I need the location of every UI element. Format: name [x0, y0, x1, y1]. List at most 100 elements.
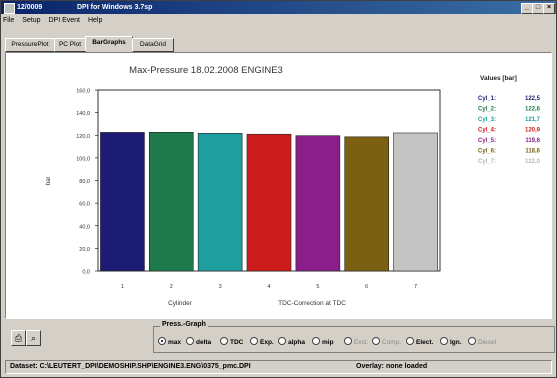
tab-data-grid[interactable]: DataGrid — [132, 38, 174, 52]
x-tick-label: 7 — [414, 284, 417, 290]
app-icon — [4, 3, 15, 14]
legend-name-cyl-4: Cyl_4: — [478, 128, 496, 134]
legend-name-cyl-6: Cyl_6: — [478, 149, 496, 155]
radio-circle — [158, 337, 166, 346]
menu-bar: File Setup DPI Event Help — [3, 16, 108, 26]
y-tick-label: 140,0 — [76, 111, 90, 117]
radio-label: alpha — [288, 339, 305, 346]
legend-value-cyl-7: 122,0 — [525, 159, 541, 165]
dataset-status: Dataset: C:\LEUTERT_DPI\DEMOSHIP.SHP\ENG… — [10, 361, 251, 373]
radio-label: mip — [322, 339, 334, 346]
radio-label: delta — [196, 339, 212, 346]
radio-option-delta[interactable]: delta — [186, 337, 212, 348]
radio-option-mip[interactable]: mip — [312, 337, 334, 348]
radio-label: Elect. — [416, 339, 434, 346]
print-button[interactable]: ⎙ — [11, 330, 26, 346]
radio-label: max — [168, 339, 182, 346]
radio-option-max[interactable]: max — [158, 337, 182, 348]
menu-dpi-event[interactable]: DPI Event — [48, 17, 80, 24]
y-tick-label: 120,0 — [76, 134, 90, 140]
y-tick-label: 80,0 — [79, 179, 90, 185]
radio-option-tdc[interactable]: TDC — [220, 337, 244, 348]
legend-value-cyl-1: 122,5 — [525, 96, 541, 102]
bar-cyl-7 — [393, 132, 438, 272]
overlay-status: Overlay: none loaded — [356, 361, 427, 373]
radio-option-exp[interactable]: Exp. — [250, 337, 274, 348]
x-tick-label: 5 — [316, 284, 319, 290]
bar-cyl-5 — [295, 135, 341, 272]
chart-title: Max-Pressure 18.02.2008 ENGINE3 — [129, 65, 283, 76]
chart-panel: Max-Pressure 18.02.2008 ENGINE3 0,0 20,0 40… — [5, 52, 552, 319]
y-tick-label: 20,0 — [79, 247, 90, 253]
menu-help[interactable]: Help — [87, 17, 103, 24]
bar-cyl-1 — [100, 132, 145, 272]
radio-option-excl: Excl. — [344, 337, 369, 348]
control-area: ⎙ ⌕ Press.-Graph max delta TDC Exp. alpha mip… — [5, 320, 555, 356]
radio-circle — [372, 337, 380, 346]
legend-name-cyl-7: Cyl_7: — [478, 159, 496, 165]
legend-value-cyl-4: 120,9 — [525, 128, 541, 134]
close-button[interactable]: × — [543, 3, 555, 14]
radio-circle — [440, 337, 448, 346]
window-title: DPI for Windows 3.7sp — [77, 4, 153, 11]
menu-setup[interactable]: Setup — [22, 17, 41, 24]
radio-option-comp: Comp. — [372, 337, 402, 348]
legend-value-cyl-2: 122,6 — [525, 107, 541, 113]
legend-name-cyl-1: Cyl_1: — [478, 96, 496, 102]
legend-name-cyl-3: Cyl_3: — [478, 117, 496, 123]
radio-circle — [250, 337, 258, 346]
radio-option-elect[interactable]: Elect. — [406, 337, 434, 348]
y-tick-label: 40,0 — [79, 224, 90, 230]
overlay-label: Overlay: — [356, 363, 385, 370]
press-graph-group: Press.-Graph max delta TDC Exp. alpha mip Excl… — [153, 321, 555, 353]
status-bar: Dataset: C:\LEUTERT_DPI\DEMOSHIP.SHP\ENG… — [5, 360, 552, 374]
radio-option-alpha[interactable]: alpha — [278, 337, 305, 348]
legend-name-cyl-5: Cyl_5: — [478, 138, 496, 144]
zoom-button[interactable]: ⌕ — [26, 330, 41, 346]
legend-value-cyl-6: 118,6 — [525, 149, 540, 155]
legend-value-cyl-3: 121,7 — [525, 117, 541, 123]
radio-circle — [468, 337, 476, 346]
y-tick-label: 60,0 — [79, 202, 90, 208]
radio-label: Diesel — [478, 339, 497, 346]
radio-option-diesel: Diesel — [468, 337, 497, 348]
overlay-value: none loaded — [385, 363, 428, 370]
press-graph-label: Press.-Graph — [160, 321, 208, 328]
radio-circle — [312, 337, 320, 346]
printer-icon: ⎙ — [14, 333, 23, 343]
radio-label: Excl. — [354, 339, 369, 346]
dataset-path: C:\LEUTERT_DPI\DEMOSHIP.SHP\ENGINE3.ENG\… — [39, 363, 251, 370]
y-tick-label: 160,0 — [76, 89, 90, 95]
radio-label: Comp. — [382, 339, 402, 346]
window-title-id: 12/0009 — [17, 4, 43, 11]
bar-chart: Max-Pressure 18.02.2008 ENGINE3 0,0 20,0 40… — [46, 65, 541, 307]
radio-circle — [220, 337, 228, 346]
radio-option-ign[interactable]: Ign. — [440, 337, 462, 348]
x-tick-label: 6 — [365, 284, 368, 290]
legend-name-cyl-2: Cyl_2: — [478, 107, 496, 113]
x-tick-label: 1 — [121, 284, 124, 290]
radio-label: TDC — [230, 339, 244, 346]
radio-circle — [406, 337, 414, 346]
radio-label: Exp. — [260, 339, 274, 346]
radio-label: Ign. — [450, 339, 462, 346]
dataset-label: Dataset: — [10, 363, 38, 370]
legend-title: Values [bar] — [480, 75, 517, 82]
y-tick-label: 100,0 — [76, 156, 90, 162]
legend-value-cyl-5: 119,6 — [525, 138, 540, 144]
zoom-icon: ⌕ — [30, 333, 37, 343]
bar-cyl-4 — [246, 133, 292, 272]
menu-file[interactable]: File — [3, 17, 15, 24]
tab-pressure-plot[interactable]: PressurePlot — [5, 38, 55, 52]
bar-cyl-2 — [148, 132, 194, 272]
tab-bar-graphs[interactable]: BarGraphs — [85, 36, 133, 51]
bar-cyl-6 — [344, 136, 390, 272]
tdc-correction-note: TDC-Correction at TDC — [278, 300, 346, 307]
radio-circle — [278, 337, 286, 346]
x-axis-label: Cylinder — [168, 300, 193, 307]
y-tick-label: 0,0 — [82, 270, 90, 276]
title-bar: 12/0009 DPI for Windows 3.7sp _ □ × — [1, 1, 556, 14]
tab-pc-plot[interactable]: PC Plot — [54, 38, 86, 52]
bar-cyl-3 — [197, 133, 243, 272]
